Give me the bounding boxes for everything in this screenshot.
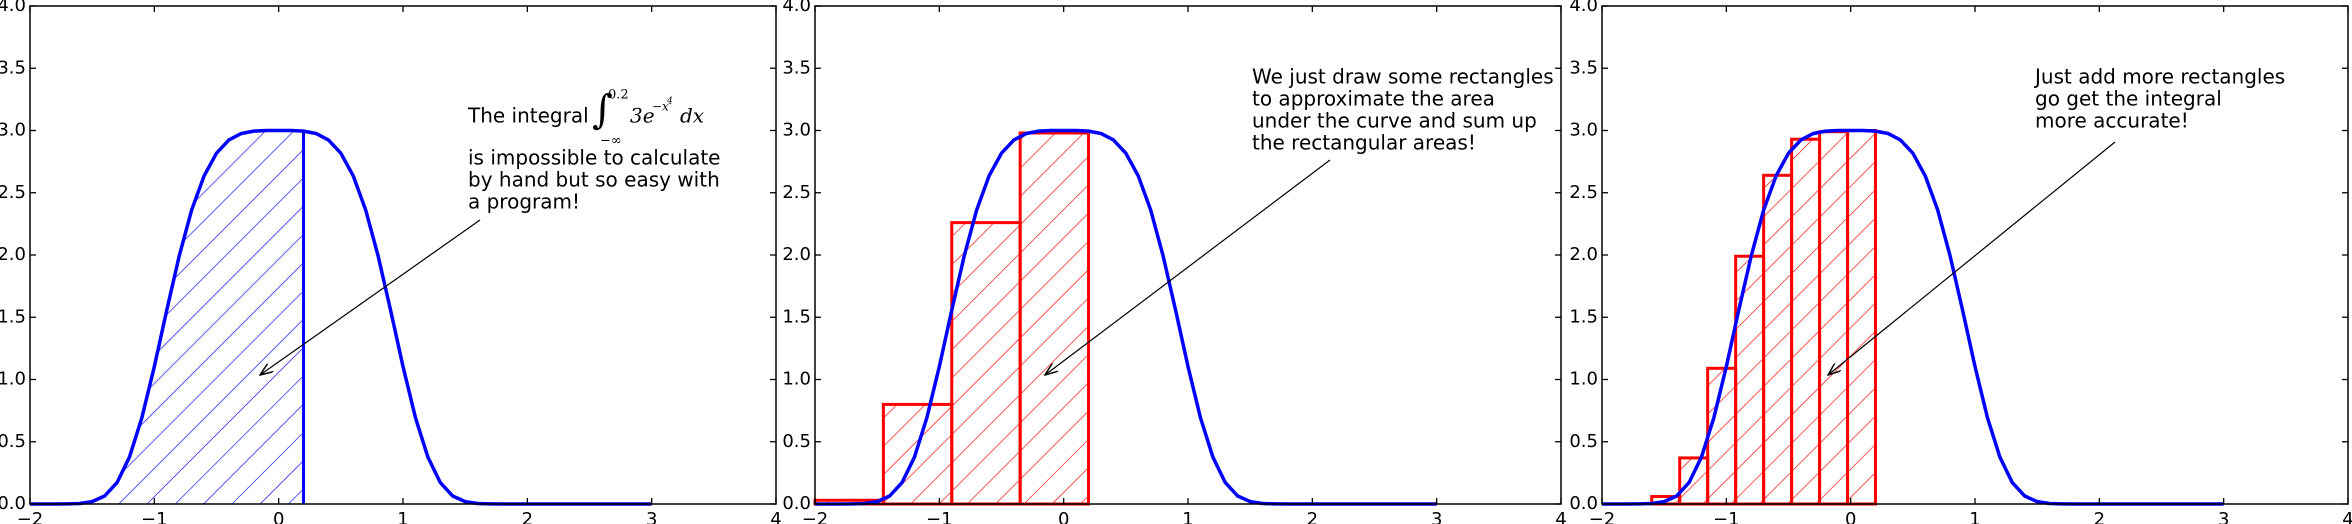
curve xyxy=(1602,128,2224,506)
y-tick-label: 2.0 xyxy=(0,244,26,265)
annotation-arrow xyxy=(1045,159,1331,375)
y-tick-label: 0.0 xyxy=(782,493,811,514)
y-tick-label: 2.0 xyxy=(1569,244,1598,265)
formula-power: 4 xyxy=(666,97,673,107)
formula-dx: dx xyxy=(680,104,704,128)
y-tick-label: 2.5 xyxy=(782,182,811,203)
annotation-arrow xyxy=(1828,141,2116,375)
x-tick-label: 3 xyxy=(1431,509,1442,524)
panel: −2 −1 0 1 2 3 4 0.0 0.5 1.0 1.5 2.0 2.5 3.0 3.5 4.0 Just… xyxy=(1569,0,2352,524)
rectangle xyxy=(881,402,954,506)
x-tick-label: 2 xyxy=(2094,509,2105,524)
formula-lower: −∞ xyxy=(600,134,622,149)
x-tick-label: −1 xyxy=(141,509,168,524)
x-tick-label: −2 xyxy=(1589,509,1616,524)
y-tick-label: 1.5 xyxy=(782,306,811,327)
annotation-text: to approximate the area xyxy=(1252,87,1495,111)
x-tick-label: 3 xyxy=(646,509,657,524)
y-tick-label: 1.5 xyxy=(0,306,26,327)
annotation-text: the rectangular areas! xyxy=(1252,131,1476,155)
y-tick-label: 1.5 xyxy=(1569,306,1598,327)
formula-exponent: −x xyxy=(652,100,669,114)
x-tick-label: 0 xyxy=(273,509,284,524)
y-tick-label: 4.0 xyxy=(0,0,26,16)
x-tick-label: 0 xyxy=(1845,509,1856,524)
annotation-text: The integral xyxy=(467,104,589,128)
x-tick-label: 4 xyxy=(770,509,781,524)
rectangle xyxy=(1678,456,1710,506)
annotation-text: Just add more rectangles xyxy=(2033,65,2285,89)
x-tick-label: 1 xyxy=(397,509,408,524)
y-tick-label: 2.5 xyxy=(0,182,26,203)
panel: −2 −1 0 1 2 3 4 0.0 0.5 1.0 1.5 2.0 2.5 3.0 3.5 4.0 We j… xyxy=(782,0,1566,524)
rectangle xyxy=(1790,137,1822,506)
y-tick-label: 2.5 xyxy=(1569,182,1598,203)
x-tick-label: −1 xyxy=(1713,509,1740,524)
y-tick-label: 0.0 xyxy=(1569,493,1598,514)
rectangle xyxy=(1734,254,1766,506)
y-tick-label: 2.0 xyxy=(782,244,811,265)
rectangle xyxy=(950,221,1022,506)
y-tick-label: 4.0 xyxy=(1569,0,1598,16)
y-tick-label: 4.0 xyxy=(782,0,811,16)
y-tick-label: 0.5 xyxy=(782,431,811,452)
annotation-text: go get the integral xyxy=(2035,87,2222,111)
y-tick-label: 3.0 xyxy=(0,120,26,141)
annotation-text: more accurate! xyxy=(2035,109,2189,133)
annotation-text: We just draw some rectangles xyxy=(1252,65,1554,89)
y-tick-label: 0.5 xyxy=(1569,431,1598,452)
x-tick-label: −1 xyxy=(926,509,953,524)
x-tick-label: 0 xyxy=(1058,509,1069,524)
annotation-text: by hand but so easy with xyxy=(468,168,720,192)
formula-body: 3e xyxy=(630,104,655,128)
y-tick-label: 3.0 xyxy=(1569,120,1598,141)
y-tick-label: 3.0 xyxy=(782,120,811,141)
y-tick-label: 3.5 xyxy=(782,57,811,78)
rectangle xyxy=(1018,131,1091,506)
annotation-text: is impossible to calculate xyxy=(468,146,721,170)
rectangle xyxy=(1818,130,1850,506)
x-tick-label: 1 xyxy=(1182,509,1193,524)
y-tick-label: 3.5 xyxy=(1569,57,1598,78)
x-tick-label: 1 xyxy=(1969,509,1980,524)
y-tick-label: 1.0 xyxy=(782,369,811,390)
x-tick-label: −2 xyxy=(802,509,829,524)
formula-upper: 0.2 xyxy=(608,88,629,103)
x-tick-label: 2 xyxy=(522,509,533,524)
x-tick-label: 2 xyxy=(1307,509,1318,524)
y-tick-label: 1.0 xyxy=(1569,369,1598,390)
rectangle xyxy=(1762,173,1794,506)
annotation-arrow xyxy=(260,219,481,375)
x-tick-label: 4 xyxy=(1555,509,1566,524)
y-tick-label: 0.0 xyxy=(0,493,26,514)
panel: −2 −1 0 1 2 3 4 0.0 0.5 1.0 1.5 2.0 2.5 3.0 3.5 4.0 The … xyxy=(0,0,782,524)
formula-integral: ∫ xyxy=(592,87,613,133)
x-tick-label: −2 xyxy=(17,509,44,524)
x-tick-label: 4 xyxy=(2342,509,2352,524)
y-tick-label: 3.5 xyxy=(0,57,26,78)
y-tick-label: 1.0 xyxy=(0,369,26,390)
y-tick-label: 0.5 xyxy=(0,431,26,452)
rectangle xyxy=(1846,129,1878,506)
x-tick-label: 3 xyxy=(2218,509,2229,524)
annotation-text: under the curve and sum up xyxy=(1252,109,1537,133)
annotation-text: a program! xyxy=(468,190,580,214)
